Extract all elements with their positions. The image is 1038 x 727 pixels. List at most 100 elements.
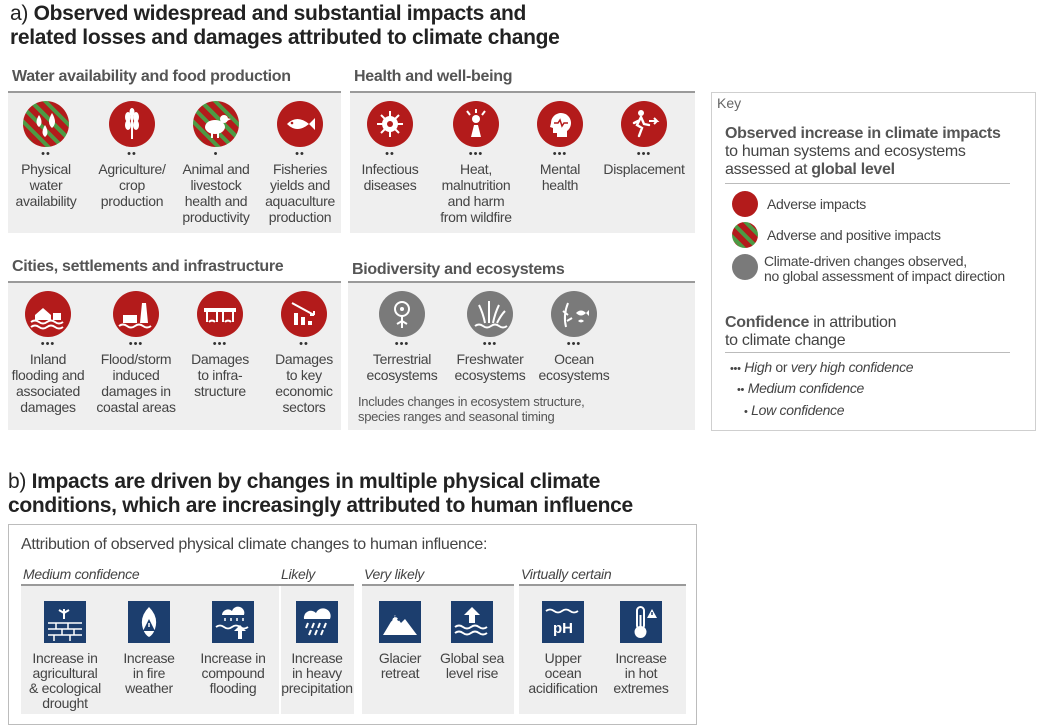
swatch-adverse bbox=[732, 191, 758, 217]
section-cities: ••• Inland flooding and associated damages … bbox=[8, 283, 341, 430]
biodiversity-note: Includes changes in ecosystem structure,… bbox=[358, 394, 585, 424]
key-box: Key Observed increase in climate impacts… bbox=[711, 92, 1036, 431]
impact-fisheries: •• Fisheries yields and aquaculture product… bbox=[258, 101, 342, 225]
impact-heat: ••• Heat, malnutrition and harm from wildfi… bbox=[434, 101, 518, 225]
key-divider-2 bbox=[725, 352, 1010, 353]
driver-glacier-retreat: Glacier retreat bbox=[360, 601, 440, 681]
svg-text:pH: pH bbox=[553, 620, 573, 637]
group-very-likely: Glacier retreat Global sea level rise bbox=[362, 586, 514, 714]
driver-hot-extremes: Increase in hot extremes bbox=[601, 601, 681, 696]
confidence-dots: • bbox=[213, 148, 219, 160]
heat-person-icon bbox=[453, 101, 499, 147]
confidence-dots: ••• bbox=[468, 148, 484, 160]
driver-label: Global sea level rise bbox=[440, 650, 504, 681]
section-water: •• Physical water availability •• Agricult… bbox=[8, 93, 341, 233]
key-adverse-positive-label: Adverse and positive impacts bbox=[767, 227, 941, 243]
falling-chart-icon bbox=[281, 291, 327, 337]
section-rule-water bbox=[8, 91, 341, 93]
confidence-dots: ••• bbox=[128, 338, 144, 350]
impact-economic-sectors: •• Damages to key economic sectors bbox=[262, 291, 346, 415]
drought-icon bbox=[44, 601, 86, 643]
running-person-icon bbox=[621, 101, 667, 147]
impact-agriculture: •• Agriculture/crop production bbox=[90, 101, 174, 209]
impact-inland-flooding: ••• Inland flooding and associated damages bbox=[6, 291, 90, 415]
impact-label: Damages to key economic sectors bbox=[275, 351, 333, 415]
impact-livestock: • Animal and livestock health and productiv… bbox=[174, 101, 258, 225]
sea-level-icon bbox=[451, 601, 493, 643]
key-heading: Observed increase in climate impacts to … bbox=[725, 125, 1001, 178]
section-title-water: Water availability and food production bbox=[12, 68, 291, 85]
section-title-cities: Cities, settlements and infrastructure bbox=[12, 258, 284, 275]
impact-label: Fisheries yields and aquaculture production bbox=[265, 161, 335, 225]
confidence-dots: ••• bbox=[552, 148, 568, 160]
impact-label: Infectious diseases bbox=[361, 161, 419, 193]
impact-infrastructure: ••• Damages to infra-structure bbox=[178, 291, 262, 399]
panel-b-title: b) Impacts are driven by changes in mult… bbox=[8, 470, 633, 518]
key-title: Key bbox=[717, 95, 742, 111]
driver-label: Increase in hot extremes bbox=[613, 650, 669, 696]
group-rule-likely bbox=[279, 584, 354, 586]
key-adverse-label: Adverse impacts bbox=[767, 196, 866, 212]
impact-displacement: ••• Displacement bbox=[602, 101, 686, 177]
swatch-grey bbox=[732, 254, 758, 280]
group-rule-virtually-certain bbox=[519, 584, 686, 586]
panel-a-title-line1: Observed widespread and substantial impa… bbox=[33, 2, 527, 25]
driver-heavy-precipitation: Increase in heavy precipitation bbox=[277, 601, 357, 696]
thermometer-icon bbox=[620, 601, 662, 643]
section-title-biodiversity: Biodiversity and ecosystems bbox=[352, 261, 565, 278]
key-divider bbox=[725, 183, 1010, 184]
chicken-icon bbox=[193, 101, 239, 147]
group-label-likely: Likely bbox=[281, 566, 315, 582]
fire-warning-icon bbox=[128, 601, 170, 643]
attribution-panel: Attribution of observed physical climate… bbox=[8, 524, 697, 725]
section-rule-health bbox=[350, 91, 695, 93]
confidence-dots: •• bbox=[385, 148, 395, 160]
group-rule-medium bbox=[21, 584, 279, 586]
confidence-dots: •• bbox=[295, 148, 305, 160]
impact-label: Displacement bbox=[603, 161, 685, 177]
confidence-dots: ••• bbox=[482, 338, 498, 350]
lighthouse-icon bbox=[113, 291, 159, 337]
seaweed-fish-icon bbox=[551, 291, 597, 337]
tree-icon bbox=[379, 291, 425, 337]
section-rule-biodiversity bbox=[348, 281, 695, 283]
confidence-dots: ••• bbox=[394, 338, 410, 350]
key-low-confidence: • Low confidence bbox=[744, 402, 845, 418]
impact-label: Flood/storm induced damages in coastal area… bbox=[96, 351, 176, 415]
impact-label: Agriculture/crop production bbox=[98, 161, 166, 209]
water-drops-icon bbox=[23, 101, 69, 147]
confidence-dots: ••• bbox=[40, 338, 56, 350]
driver-ocean-acidification: pH Upper ocean acidification bbox=[523, 601, 603, 696]
driver-compound-flooding: Increase in compound flooding bbox=[193, 601, 273, 696]
group-label-virtually-certain: Virtually certain bbox=[521, 566, 612, 582]
ph-icon: pH bbox=[542, 601, 584, 643]
group-label-medium: Medium confidence bbox=[23, 566, 140, 582]
impact-label: Freshwater ecosystems bbox=[454, 351, 526, 383]
driver-label: Increase in heavy precipitation bbox=[281, 650, 353, 696]
driver-label: Increase in fire weather bbox=[123, 650, 175, 696]
confidence-dots: •• bbox=[41, 148, 51, 160]
heavy-rain-icon bbox=[296, 601, 338, 643]
panel-a-title: a) Observed widespread and substantial i… bbox=[10, 2, 560, 50]
group-likely: Increase in heavy precipitation bbox=[281, 586, 354, 714]
driver-label: Increase in agricultural & ecological droug… bbox=[29, 650, 101, 711]
confidence-dots: •• bbox=[299, 338, 309, 350]
virus-icon bbox=[367, 101, 413, 147]
panel-b-title-line2: conditions, which are increasingly attri… bbox=[8, 494, 633, 517]
panel-a-prefix: a) bbox=[10, 2, 29, 25]
impact-label: Heat, malnutrition and harm from wildfire bbox=[440, 161, 512, 225]
group-medium: Increase in agricultural & ecological droug… bbox=[21, 586, 279, 714]
swatch-adverse-positive bbox=[732, 222, 758, 248]
driver-sea-level-rise: Global sea level rise bbox=[432, 601, 512, 681]
impact-label: Damages to infra-structure bbox=[191, 351, 249, 399]
key-high-confidence: ••• High or very high confidence bbox=[730, 359, 914, 375]
panel-b-prefix: b) bbox=[8, 470, 27, 493]
impact-label: Animal and livestock health and productivit… bbox=[182, 161, 250, 225]
group-label-very-likely: Very likely bbox=[364, 566, 424, 582]
impact-label: Terrestrial ecosystems bbox=[366, 351, 438, 383]
section-biodiversity: ••• Terrestrial ecosystems ••• Freshwater… bbox=[348, 283, 695, 430]
glacier-icon bbox=[379, 601, 421, 643]
impact-label: Physical water availability bbox=[15, 161, 77, 209]
panel-a-title-line2: related losses and damages attributed to… bbox=[10, 26, 560, 49]
key-confidence-heading: Confidence in attribution to climate cha… bbox=[725, 314, 897, 349]
